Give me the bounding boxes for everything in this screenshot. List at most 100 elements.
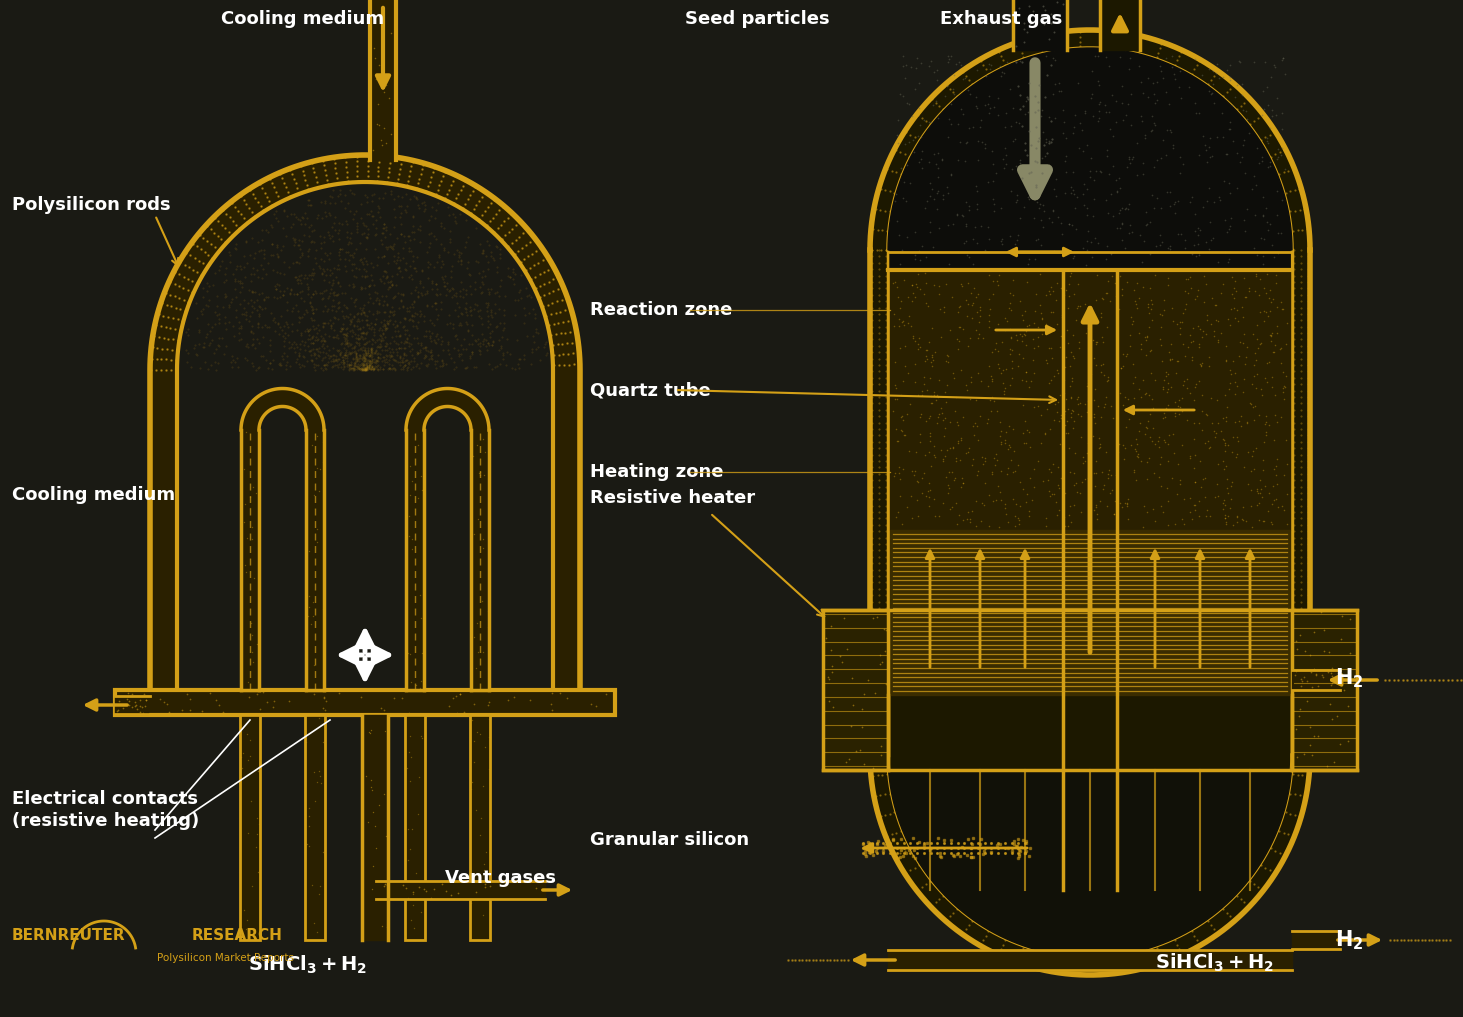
Point [977, 219, 1001, 235]
Point [301, 608, 325, 624]
Point [998, 437, 1021, 454]
Point [1147, 438, 1170, 455]
Point [1121, 149, 1144, 166]
Point [1225, 515, 1248, 531]
Point [910, 151, 933, 167]
Point [1037, 211, 1061, 227]
Point [1005, 244, 1028, 260]
Point [1217, 121, 1241, 137]
Point [1068, 140, 1091, 157]
Point [999, 377, 1023, 394]
Point [1109, 49, 1132, 65]
Point [1244, 352, 1267, 368]
Text: Seed particles: Seed particles [685, 10, 830, 28]
Point [471, 430, 494, 446]
Point [1034, 288, 1058, 304]
Point [1211, 453, 1235, 469]
Point [923, 387, 947, 404]
Text: Reaction zone: Reaction zone [590, 301, 733, 319]
Point [1043, 52, 1067, 68]
Point [1242, 357, 1265, 373]
Point [300, 616, 323, 633]
Point [358, 778, 382, 794]
Point [307, 710, 331, 726]
Point [1197, 432, 1220, 448]
Point [1244, 398, 1267, 414]
Point [919, 425, 942, 441]
Point [932, 187, 955, 203]
Point [1039, 464, 1062, 480]
Point [1048, 83, 1071, 100]
Point [1191, 322, 1214, 339]
Point [1214, 517, 1238, 533]
Point [1031, 473, 1055, 489]
Point [467, 511, 490, 527]
Point [1238, 125, 1261, 141]
Point [1260, 495, 1283, 512]
Point [938, 322, 961, 339]
Point [964, 322, 988, 339]
Point [1214, 353, 1238, 369]
Point [821, 664, 844, 680]
Point [983, 458, 1007, 474]
Point [1138, 245, 1162, 261]
Point [306, 924, 329, 941]
Point [1096, 319, 1119, 336]
Point [955, 233, 979, 249]
Polygon shape [890, 270, 1290, 530]
Point [932, 191, 955, 207]
Point [944, 403, 967, 419]
Polygon shape [888, 755, 1292, 957]
Point [1181, 246, 1204, 262]
Point [297, 819, 320, 835]
Point [891, 189, 914, 205]
Point [881, 403, 904, 419]
Point [1271, 364, 1295, 380]
Point [1207, 70, 1230, 86]
Point [1004, 464, 1027, 480]
Point [395, 760, 418, 776]
Point [919, 53, 942, 69]
Point [892, 372, 916, 388]
Point [992, 152, 1015, 168]
Point [1053, 349, 1077, 365]
Point [1064, 312, 1087, 328]
Point [1052, 282, 1075, 298]
Point [1235, 349, 1258, 365]
Point [977, 105, 1001, 121]
Point [1214, 515, 1238, 531]
Point [370, 131, 394, 147]
Point [1263, 492, 1286, 508]
Point [951, 208, 974, 225]
Point [1208, 191, 1232, 207]
Point [442, 691, 465, 707]
Point [1094, 285, 1118, 301]
Point [1137, 450, 1160, 466]
Point [1017, 92, 1040, 108]
Point [939, 48, 963, 64]
Point [904, 247, 928, 263]
Point [1227, 53, 1251, 69]
Point [1124, 440, 1147, 457]
Point [929, 328, 952, 345]
Point [922, 64, 945, 80]
Point [1220, 286, 1244, 302]
Point [1062, 403, 1086, 419]
Point [1226, 313, 1249, 330]
Point [1245, 483, 1268, 499]
Point [1078, 488, 1102, 504]
Point [1170, 305, 1194, 321]
Polygon shape [1100, 0, 1140, 50]
Point [928, 220, 951, 236]
Point [1150, 478, 1173, 494]
Point [1211, 432, 1235, 448]
Point [1222, 429, 1245, 445]
Point [885, 510, 909, 526]
Bar [1292, 610, 1358, 770]
Point [1011, 397, 1034, 413]
Point [974, 68, 998, 84]
Point [1004, 519, 1027, 535]
Point [919, 387, 942, 404]
Point [1315, 758, 1339, 774]
Point [1065, 188, 1088, 204]
